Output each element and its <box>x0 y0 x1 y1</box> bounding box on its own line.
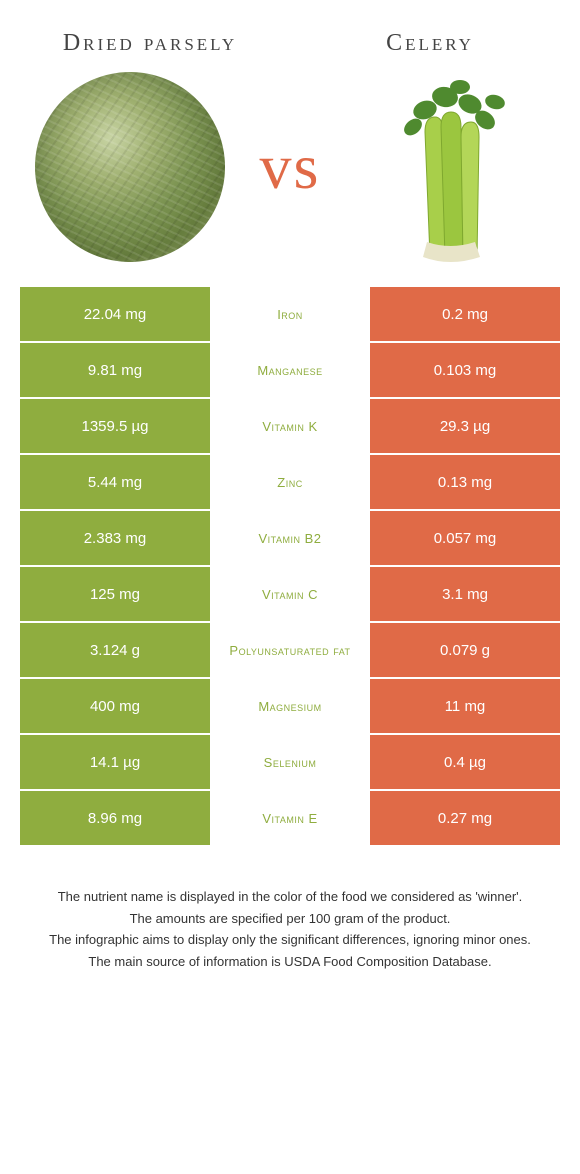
dried-parsley-icon <box>35 72 225 262</box>
table-row: 1359.5 µgVitamin K29.3 µg <box>20 399 560 453</box>
images-row: vs <box>0 67 580 287</box>
right-value: 0.057 mg <box>370 511 560 565</box>
parsley-image <box>30 67 230 267</box>
nutrient-name: Iron <box>210 287 370 341</box>
left-value: 400 mg <box>20 679 210 733</box>
nutrient-name: Selenium <box>210 735 370 789</box>
left-value: 9.81 mg <box>20 343 210 397</box>
footer-line: The main source of information is USDA F… <box>30 952 550 972</box>
celery-image <box>350 67 550 267</box>
nutrient-name: Polyunsaturated fat <box>210 623 370 677</box>
left-value: 2.383 mg <box>20 511 210 565</box>
nutrient-name: Vitamin K <box>210 399 370 453</box>
left-value: 14.1 µg <box>20 735 210 789</box>
table-row: 400 mgMagnesium11 mg <box>20 679 560 733</box>
right-value: 11 mg <box>370 679 560 733</box>
nutrient-name: Vitamin E <box>210 791 370 845</box>
vs-label: vs <box>260 130 321 204</box>
footer-line: The amounts are specified per 100 gram o… <box>30 909 550 929</box>
header: Dried parsely Celery <box>0 0 580 67</box>
comparison-table: 22.04 mgIron0.2 mg9.81 mgManganese0.103 … <box>20 287 560 845</box>
left-value: 8.96 mg <box>20 791 210 845</box>
table-row: 14.1 µgSelenium0.4 µg <box>20 735 560 789</box>
title-right: Celery <box>330 30 530 57</box>
right-value: 0.13 mg <box>370 455 560 509</box>
title-left: Dried parsely <box>50 30 250 57</box>
celery-icon <box>375 72 525 262</box>
nutrient-name: Magnesium <box>210 679 370 733</box>
right-value: 0.079 g <box>370 623 560 677</box>
footer-line: The nutrient name is displayed in the co… <box>30 887 550 907</box>
right-value: 0.103 mg <box>370 343 560 397</box>
right-value: 0.2 mg <box>370 287 560 341</box>
right-value: 29.3 µg <box>370 399 560 453</box>
nutrient-name: Vitamin B2 <box>210 511 370 565</box>
nutrient-name: Zinc <box>210 455 370 509</box>
table-row: 22.04 mgIron0.2 mg <box>20 287 560 341</box>
nutrient-name: Vitamin C <box>210 567 370 621</box>
table-row: 2.383 mgVitamin B20.057 mg <box>20 511 560 565</box>
left-value: 22.04 mg <box>20 287 210 341</box>
nutrient-name: Manganese <box>210 343 370 397</box>
footer-line: The infographic aims to display only the… <box>30 930 550 950</box>
table-row: 5.44 mgZinc0.13 mg <box>20 455 560 509</box>
left-value: 3.124 g <box>20 623 210 677</box>
footer-notes: The nutrient name is displayed in the co… <box>0 847 580 971</box>
table-row: 9.81 mgManganese0.103 mg <box>20 343 560 397</box>
right-value: 0.4 µg <box>370 735 560 789</box>
right-value: 0.27 mg <box>370 791 560 845</box>
left-value: 125 mg <box>20 567 210 621</box>
left-value: 5.44 mg <box>20 455 210 509</box>
table-row: 3.124 gPolyunsaturated fat0.079 g <box>20 623 560 677</box>
table-row: 8.96 mgVitamin E0.27 mg <box>20 791 560 845</box>
left-value: 1359.5 µg <box>20 399 210 453</box>
table-row: 125 mgVitamin C3.1 mg <box>20 567 560 621</box>
right-value: 3.1 mg <box>370 567 560 621</box>
